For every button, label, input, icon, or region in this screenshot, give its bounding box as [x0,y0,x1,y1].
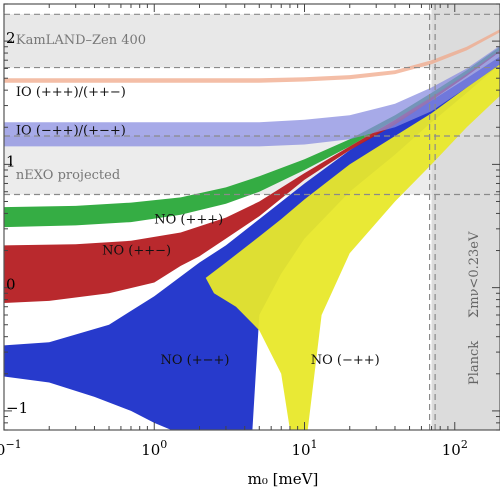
band-no [205,64,500,430]
x-tick-label: 10−1 [0,438,22,459]
label-nexo: nEXO projected [16,168,120,183]
label-planck-bound: Σmν<0.23eV [467,231,482,318]
plot-frame [3,3,500,431]
label-io-ppp: IO (+++)/(++−) [16,85,126,100]
y-tick-label: 2 [6,29,16,47]
x-tick-label: 102 [442,438,468,459]
label-no-ppp: NO (+++) [154,213,223,228]
label-no-mpp: NO (−++) [311,353,380,368]
band-no [4,46,500,228]
y-tick-label: 0 [6,276,16,294]
kamland-zen-400-region [4,14,500,68]
label-planck: Planck [467,341,482,385]
x-tick-label: 100 [141,438,167,459]
band-no [4,49,500,303]
y-tick-label: 1 [6,152,16,170]
x-axis-title: m₀ [meV] [248,470,319,488]
band-io [4,45,500,147]
x-tick-label: 101 [291,438,317,459]
label-io-mpp: IO (−++)/(+−+) [16,124,126,139]
label-no-pmp: NO (+−+) [160,353,229,368]
label-kamland: KamLAND–Zen 400 [16,33,146,48]
y-tick-label: −1 [6,399,28,417]
label-no-ppm: NO (++−) [102,244,171,259]
